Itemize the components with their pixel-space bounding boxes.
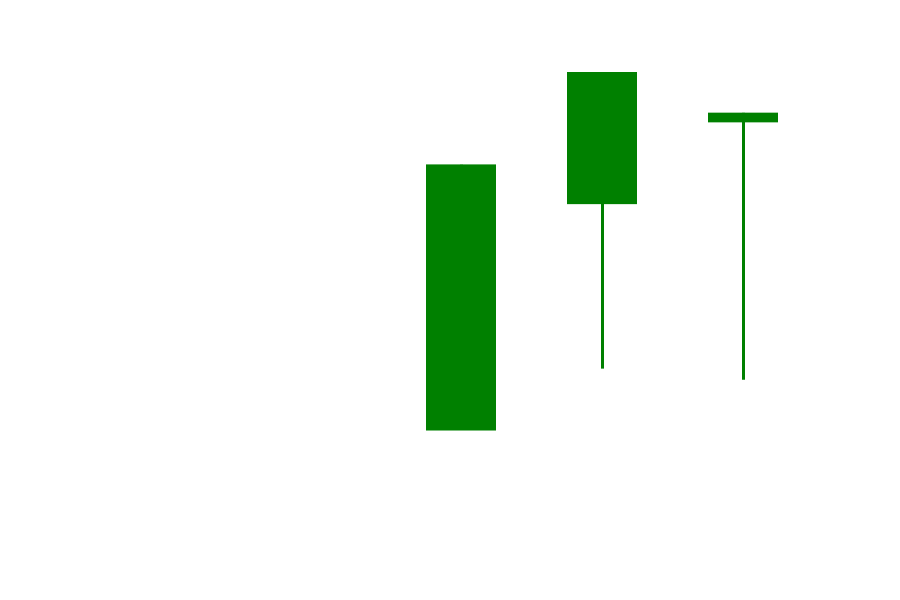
- candle-body-2: [567, 72, 637, 205]
- candle-body-1: [426, 164, 496, 431]
- candle-body-3: [708, 112, 778, 123]
